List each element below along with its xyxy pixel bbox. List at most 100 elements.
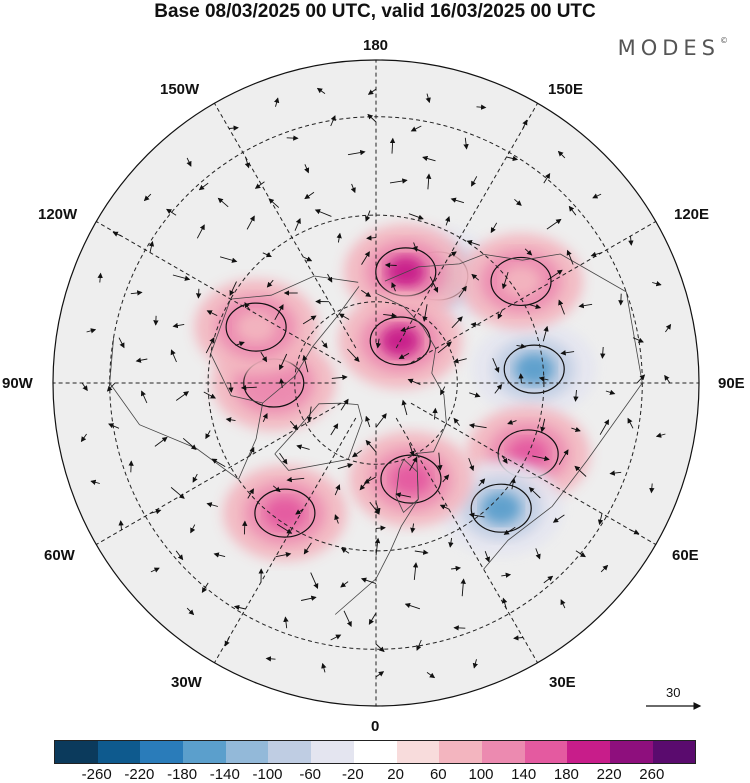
wind-vector (374, 537, 381, 556)
wind-vector (528, 486, 541, 499)
wind-vector (532, 455, 550, 462)
map-border (52, 59, 700, 707)
wind-vector (260, 351, 268, 363)
wind-vector (225, 417, 236, 423)
wind-vector (306, 406, 313, 423)
wind-vector (502, 597, 508, 610)
wind-vector (557, 150, 566, 159)
wind-vector (106, 382, 116, 392)
colorbar-swatch (567, 741, 610, 763)
wind-vector (262, 252, 272, 258)
wind-vector (331, 374, 348, 381)
wind-vector (468, 457, 475, 472)
colorbar-tick-label: 180 (553, 766, 579, 783)
anomaly-core (501, 265, 542, 298)
wind-vector (242, 520, 248, 535)
wind-vector (575, 550, 586, 558)
colorbar-tick-label: 60 (429, 766, 447, 783)
wind-vector (453, 417, 460, 426)
colorbar-tick-label: -260 (81, 766, 112, 783)
wind-vector (266, 279, 274, 288)
wind-vector (395, 492, 411, 498)
colorbar-tick-label: 140 (511, 766, 537, 783)
map-title: Base 08/03/2025 00 UTC, valid 16/03/2025… (154, 1, 596, 22)
colorbar-swatch (524, 741, 568, 763)
wind-vector (321, 662, 327, 673)
wind-vector (429, 276, 439, 293)
wind-vector (175, 550, 184, 561)
wind-vector (172, 322, 185, 329)
wind-vector (334, 514, 340, 524)
wind-vector (235, 341, 245, 347)
wind-vector (627, 417, 634, 429)
wind-vector (190, 524, 196, 534)
wind-vector (458, 285, 467, 298)
wind-vector (295, 508, 304, 515)
wind-vector (327, 273, 333, 283)
wind-vector (506, 155, 519, 162)
wind-vector (471, 273, 480, 281)
wind-vector (228, 382, 234, 393)
wind-vector (316, 87, 326, 94)
wind-vector (205, 337, 215, 354)
wind-vector (476, 104, 487, 110)
wind-vector (303, 256, 313, 262)
colorbar-swatch (97, 741, 141, 763)
wind-vector (351, 450, 362, 458)
wind-vector (384, 262, 397, 268)
wind-vector (304, 164, 310, 174)
wind-vector (321, 340, 328, 349)
wind-vector (289, 420, 299, 431)
circulation-loop (369, 316, 431, 366)
wind-vector (296, 444, 310, 450)
colorbar-tick-label: 260 (639, 766, 665, 783)
wind-vector (490, 222, 498, 234)
wind-vector (422, 155, 436, 162)
wind-vector (522, 119, 528, 129)
wind-vector (410, 125, 422, 132)
wind-vector (170, 487, 185, 499)
wind-vector (365, 415, 371, 428)
wind-vector (203, 391, 216, 399)
wind-vector (540, 418, 546, 433)
wind-vector (543, 575, 554, 584)
wind-vector (375, 338, 382, 349)
wind-vector (630, 529, 640, 535)
label-30w: 30W (171, 674, 202, 691)
wind-vector (448, 537, 454, 548)
label-0: 0 (371, 718, 380, 735)
wind-vector (337, 463, 354, 470)
wind-vector (330, 423, 339, 436)
label-120e: 120E (674, 206, 710, 223)
wind-vector (437, 341, 452, 354)
anomaly-core (236, 311, 277, 344)
wind-vector (408, 213, 424, 220)
wind-vector (368, 612, 377, 625)
wind-vector (543, 173, 551, 184)
wind-vector (453, 358, 467, 364)
colorbar-tick-label: 100 (468, 766, 494, 783)
wind-vector (552, 514, 565, 523)
wind-vector (609, 470, 622, 476)
modes-logo: MODES© (617, 36, 728, 60)
label-30e: 30E (549, 674, 576, 691)
wind-vector (302, 315, 317, 325)
wind-vector (186, 157, 192, 167)
wind-vector (246, 215, 255, 230)
wind-vector (448, 251, 457, 258)
wind-vector (391, 282, 397, 292)
wind-vector (108, 423, 120, 429)
wind-vector (450, 197, 465, 204)
wind-vector (154, 436, 168, 447)
wind-vectors (80, 87, 672, 679)
wind-vector (279, 353, 288, 371)
wind-vector (389, 137, 396, 154)
wind-vector (404, 602, 421, 610)
colorbar-swatch (225, 741, 269, 763)
wind-vector (304, 191, 315, 200)
wind-vector (211, 458, 226, 467)
circulation-loop (225, 302, 287, 352)
colorbar-swatch (311, 741, 354, 763)
label-120w: 120W (38, 206, 78, 223)
wind-vector (240, 384, 257, 391)
